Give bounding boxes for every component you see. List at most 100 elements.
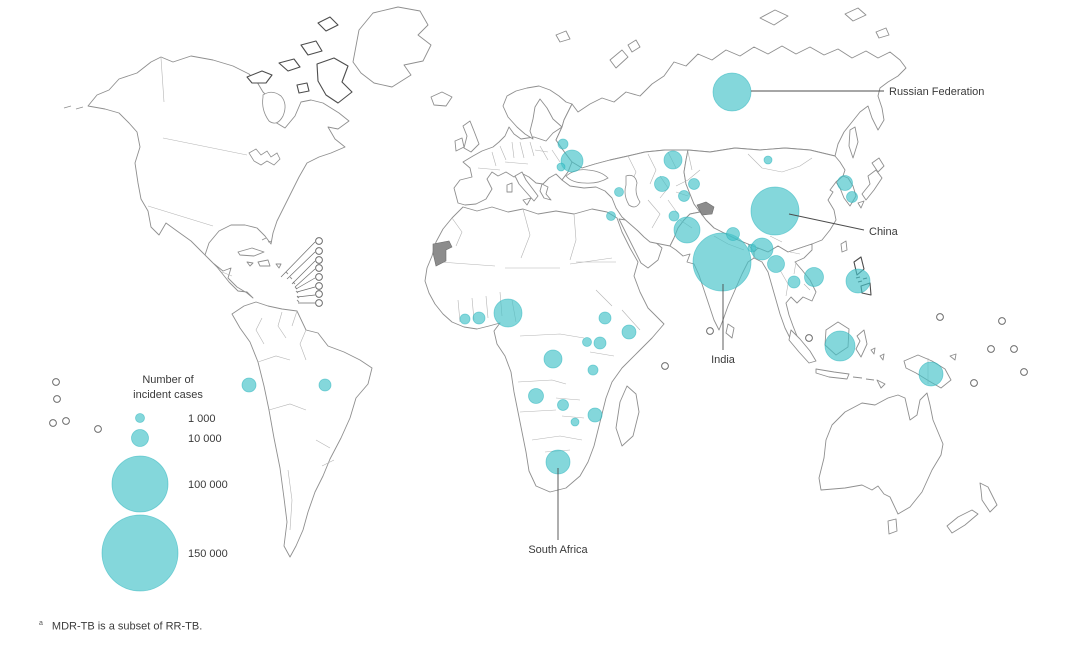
territory-circle-pacific-island-2 bbox=[53, 395, 61, 403]
hispaniola-outline bbox=[246, 259, 282, 269]
territory-circle-caribbean-8 bbox=[315, 299, 323, 307]
borders-europe bbox=[477, 141, 561, 171]
territory-circle-caribbean-6 bbox=[315, 282, 323, 290]
australia-outline bbox=[818, 392, 944, 515]
bubble-north-korea bbox=[837, 175, 853, 191]
legend-circle-2 bbox=[131, 429, 149, 447]
bubble-cote-divoire bbox=[459, 313, 471, 325]
territory-circle-singapore bbox=[805, 334, 813, 342]
sakhalin-outline bbox=[848, 126, 859, 159]
bubble-peru bbox=[241, 377, 257, 393]
bubble-uganda bbox=[582, 337, 592, 347]
bubble-ukraine bbox=[560, 149, 584, 173]
small-territory-circles bbox=[49, 237, 1028, 433]
legend-circle-1 bbox=[135, 413, 145, 423]
bubble-russian-federation bbox=[712, 72, 752, 112]
bubble-belarus bbox=[557, 138, 569, 150]
territory-circle-pacific-island-4 bbox=[62, 417, 70, 425]
territory-circle-pacific-east-1 bbox=[936, 313, 944, 321]
legend-circle-4 bbox=[101, 514, 179, 592]
bubble-thailand bbox=[787, 275, 801, 289]
territory-circle-indian-ocean-island bbox=[661, 362, 669, 370]
taiwan-outline bbox=[840, 240, 848, 253]
bubble-kazakhstan bbox=[663, 150, 683, 170]
greece-outline bbox=[539, 183, 552, 201]
bubble-mozambique bbox=[587, 407, 603, 423]
italy-outline bbox=[506, 171, 539, 206]
bubble-tajikistan bbox=[678, 190, 690, 202]
callout-label-south-africa: South Africa bbox=[528, 544, 588, 556]
bubble-moldova bbox=[556, 162, 566, 172]
bubble-kyrgyzstan bbox=[688, 178, 700, 190]
bubble-papua-new-guinea bbox=[918, 361, 944, 387]
lesser-antilles-marks bbox=[261, 237, 300, 303]
bubble-uzbekistan bbox=[654, 176, 670, 192]
aleutian-islands bbox=[63, 105, 84, 110]
tasmania-outline bbox=[887, 518, 898, 535]
territory-circle-pacific-east-5 bbox=[1020, 368, 1028, 376]
territory-circle-pacific-island-1 bbox=[52, 378, 60, 386]
bubble-tanzania bbox=[587, 364, 599, 376]
new-zealand-outline bbox=[946, 482, 998, 534]
bubble-pakistan bbox=[673, 216, 701, 244]
bubble-myanmar bbox=[767, 255, 785, 273]
greenland-outline bbox=[352, 6, 432, 88]
bubble-nigeria bbox=[493, 298, 523, 328]
legend-title-line2: incident cases bbox=[133, 389, 203, 401]
bubble-indonesia bbox=[824, 330, 856, 362]
callout-label-india: India bbox=[711, 354, 736, 366]
bubble-zambia bbox=[557, 399, 569, 411]
territory-circle-caribbean-1 bbox=[315, 237, 323, 245]
callout-line-china bbox=[788, 213, 865, 231]
bubble-vietnam bbox=[804, 267, 824, 287]
legend-value-3: 100 000 bbox=[188, 479, 228, 491]
footnote-marker: a bbox=[39, 620, 43, 627]
callout-label-russian-federation: Russian Federation bbox=[889, 86, 984, 98]
footnote-text: MDR-TB is a subset of RR-TB. bbox=[51, 620, 203, 633]
bubble-dr-congo bbox=[543, 349, 563, 369]
sri-lanka-outline bbox=[725, 323, 735, 339]
territory-circle-caribbean-3 bbox=[315, 256, 323, 264]
territory-circle-pacific-east-3 bbox=[987, 345, 995, 353]
water-bodies bbox=[248, 91, 641, 208]
madagascar-outline bbox=[615, 385, 640, 447]
bubble-zimbabwe bbox=[570, 417, 580, 427]
territory-circle-pacific-island-5 bbox=[94, 425, 102, 433]
bubble-turkmenistan bbox=[668, 210, 680, 222]
canadian-arctic-islands bbox=[246, 16, 353, 104]
svalbard-arctic-islands bbox=[555, 7, 890, 69]
sulawesi-outline bbox=[855, 329, 868, 358]
java-outline bbox=[815, 368, 850, 380]
legend-items: 1 000 10 000 100 000 150 000 bbox=[101, 413, 228, 592]
iceland-outline bbox=[430, 91, 453, 107]
territory-circle-pacific-island-3 bbox=[49, 419, 57, 427]
country-callouts: Russian Federation China India South Africa bbox=[528, 86, 984, 556]
territory-line-caribbean-2 bbox=[286, 251, 316, 280]
caspian-sea bbox=[624, 174, 641, 208]
bubble-bangladesh bbox=[750, 237, 774, 261]
black-sea bbox=[565, 169, 609, 184]
bubble-angola bbox=[528, 388, 544, 404]
hudson-bay bbox=[262, 91, 286, 124]
bubble-mongolia bbox=[763, 155, 773, 165]
callout-label-china: China bbox=[869, 226, 899, 238]
legend-value-2: 10 000 bbox=[188, 433, 222, 445]
territory-circle-pacific-east-6 bbox=[970, 379, 978, 387]
territory-circle-caribbean-4 bbox=[315, 264, 323, 272]
cuba-outline bbox=[237, 247, 265, 257]
kashmir-shaded bbox=[696, 201, 715, 216]
africa-outline bbox=[424, 206, 665, 493]
territory-circle-caribbean-2 bbox=[315, 247, 323, 255]
bubble-ethiopia bbox=[598, 311, 612, 325]
sumatra-outline bbox=[788, 329, 817, 364]
legend-value-4: 150 000 bbox=[188, 548, 228, 560]
borders-africa bbox=[439, 208, 641, 453]
legend-circle-3 bbox=[111, 455, 169, 513]
bubble-kenya bbox=[593, 336, 607, 350]
bubble-nepal bbox=[726, 227, 740, 241]
footnote: a MDR-TB is a subset of RR-TB. bbox=[39, 620, 202, 633]
bubble-china bbox=[750, 186, 800, 236]
bubble-ghana bbox=[472, 311, 486, 325]
